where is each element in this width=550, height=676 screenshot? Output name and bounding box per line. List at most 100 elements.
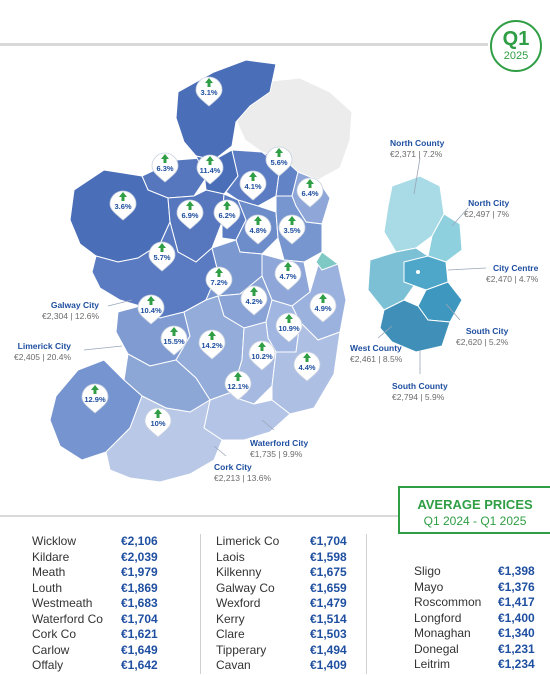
marker-change-text: 4.9% [314,304,331,313]
county-price: €1,231 [498,641,535,656]
marker-offaly: 7.2% [205,266,233,297]
county-name: Leitrim [414,657,451,671]
marker-clare: 15.5% [160,325,188,356]
up-arrow-icon [119,192,127,201]
dublin-region-small [315,251,340,271]
marker-pin [265,146,293,177]
label-south-county: South County €2,794 | 5.9% [392,381,448,402]
marker-meath: 3.5% [278,214,306,245]
up-arrow-icon [250,287,258,296]
marker-louth: 6.4% [296,177,324,208]
marker-pin [293,351,321,382]
county-price: €2,039 [121,549,158,564]
marker-change-text: 6.2% [218,211,235,220]
price-row: Leitrim €1,234 [414,657,544,673]
marker-pin [240,285,268,316]
county-price: €2,106 [121,534,158,548]
county-name: Galway Co [216,580,275,595]
marker-pin [148,241,176,272]
marker-pin [160,325,188,356]
prices-column-2: Limerick Co €1,704 Laois €1,598 Kilkenny €1,6… [216,534,376,674]
dublin-north-county [383,175,445,253]
marker-pin [176,199,204,230]
county-price: €1,621 [121,627,158,641]
price-row: Cavan €1,409 [216,658,376,674]
marker-pin [144,407,172,438]
county-price: €1,704 [310,534,347,548]
county-name: Monaghan [414,626,471,640]
marker-change-text: 5.7% [153,253,170,262]
price-row: Meath €1,979 [32,565,192,581]
marker-change-text: 11.4% [200,166,221,175]
county-name: Sligo [414,564,441,578]
marker-kerry: 12.9% [81,383,109,414]
price-row: Westmeath €1,683 [32,596,192,612]
county-name: Kildare [32,549,70,564]
marker-pin [239,170,267,201]
northern-ireland-region [235,77,353,181]
leader-lines [83,157,487,457]
up-arrow-icon [91,385,99,394]
marker-pin [274,260,302,291]
up-arrow-icon [306,179,314,188]
marker-change-text: 6.3% [156,164,173,173]
up-arrow-icon [275,148,283,157]
county-price: €1,417 [498,595,535,609]
label-cork-city: Cork City €2,213 | 13.6% [214,462,272,483]
header-divider [0,43,488,46]
price-row: Sligo €1,398 [414,564,544,580]
marker-tipperary: 14.2% [198,329,226,360]
label-galway-city: Galway City €2,304 | 12.6% [42,300,100,321]
table-divider [0,515,398,517]
column-separator-2 [366,534,367,674]
average-prices-title: AVERAGE PRICES [417,497,533,512]
up-arrow-icon [170,327,178,336]
marker-pin [198,329,226,360]
up-arrow-icon [154,409,162,418]
marker-change-text: 6.4% [301,189,318,198]
marker-change-text: 10.2% [251,352,273,361]
label-city-centre: City Centre €2,470 | 4.7% [486,263,539,284]
up-arrow-icon [285,314,293,323]
county-price: €1,376 [498,579,535,594]
county-name: Louth [32,580,63,595]
price-row: Wexford €1,479 [216,596,376,612]
marker-change-text: 4.1% [244,182,261,191]
label-south-city: South City €2,620 | 5.2% [456,326,509,347]
markers-layer: 3.1% 6.3% 11.4% 5.6% 4.1% 6.4% 3.6% 6.9% 6.2% 4.8… [81,76,337,438]
marker-change-text: 6.9% [181,211,198,220]
marker-donegal: 3.1% [195,76,223,107]
label-waterford-city: Waterford City €1,735 | 9.9% [250,438,309,459]
marker-pin [196,154,224,185]
marker-monaghan: 4.1% [239,170,267,201]
price-row: Galway Co €1,659 [216,581,376,597]
label-limerick-city: Limerick City €2,405 | 20.4% [14,341,72,362]
marker-pin [137,294,165,325]
county-price: €1,642 [121,658,158,672]
county-name: Wexford [216,596,261,610]
county-price: €1,494 [310,642,347,657]
dublin-south-county [379,299,451,353]
up-arrow-icon [258,342,266,351]
ireland-map: 3.1% 6.3% 11.4% 5.6% 4.1% 6.4% 3.6% 6.9% 6.2% 4.8… [49,59,487,483]
price-row: Tipperary €1,494 [216,643,376,659]
price-row: Clare €1,503 [216,627,376,643]
marker-cork-co: 10% [144,407,172,438]
up-arrow-icon [223,201,231,210]
county-price: €1,479 [310,596,347,610]
price-row: Kerry €1,514 [216,612,376,628]
marker-pin [296,177,324,208]
marker-change-text: 4.4% [298,363,315,372]
marker-wicklow: 4.9% [309,292,337,323]
price-row: Laois €1,598 [216,550,376,566]
price-row: Roscommon €1,417 [414,595,544,611]
marker-laois: 4.2% [240,285,268,316]
county-name: Longford [414,610,462,625]
up-arrow-icon [186,201,194,210]
price-row: Longford €1,400 [414,611,544,627]
marker-pin [244,214,272,245]
quarter-badge: Q1 2025 [490,20,542,72]
dublin-centre-dot [416,270,420,274]
county-price: €1,659 [310,580,347,595]
label-west-county: West County €2,461 | 8.5% [350,343,403,364]
